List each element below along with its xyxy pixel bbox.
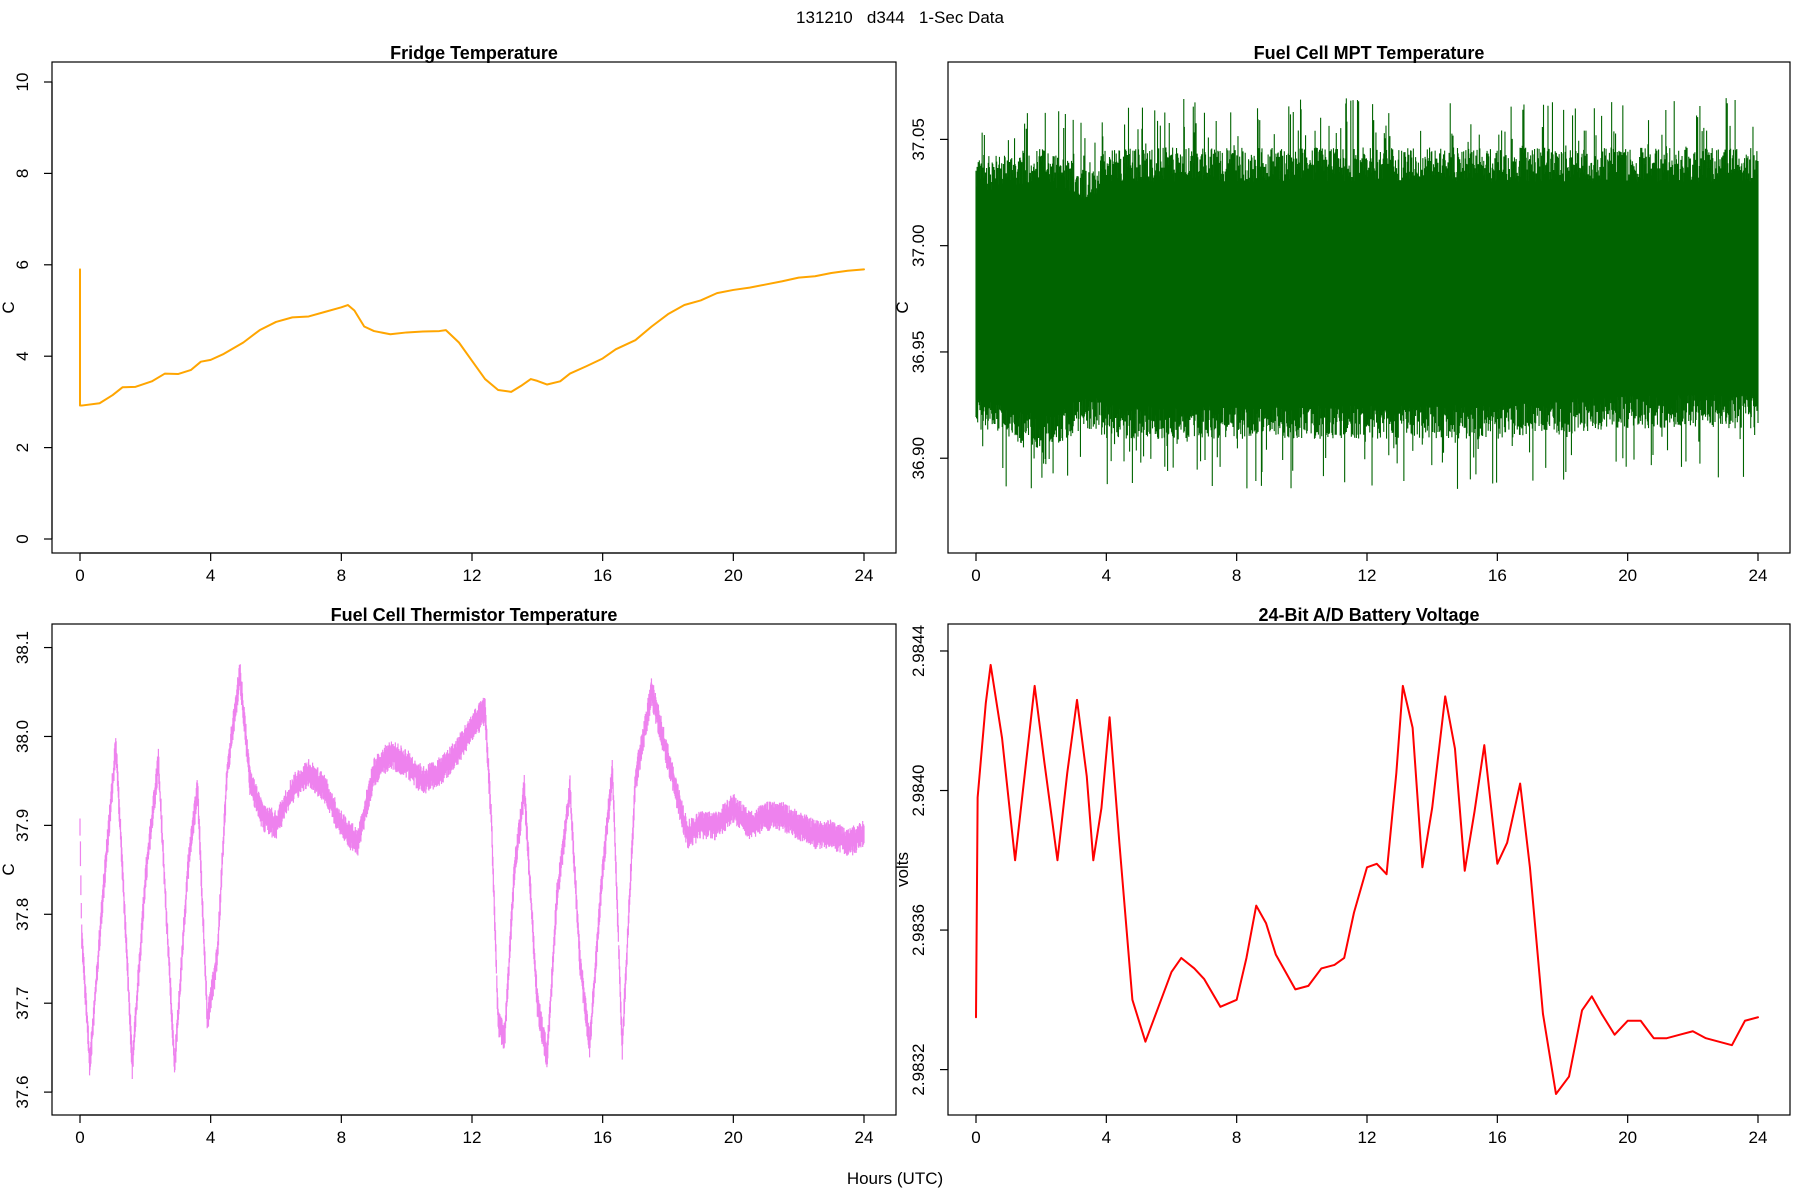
y-tick-label: 8 [13, 169, 32, 178]
y-tick-label: 38.0 [13, 720, 32, 753]
y-tick-label: 37.7 [13, 987, 32, 1020]
x-tick-label: 4 [206, 1128, 215, 1147]
x-tick-label: 12 [463, 1128, 482, 1147]
x-axis: 0 4 8 12 16 20 24 [971, 1114, 1768, 1147]
x-tick-label: 16 [593, 566, 612, 585]
series-line [975, 98, 1759, 489]
x-tick-label: 24 [1749, 566, 1768, 585]
y-tick-label: 4 [13, 351, 32, 360]
y-axis: 0 2 4 6 8 10 [13, 73, 53, 544]
data-series-mpt [975, 98, 1759, 489]
x-tick-label: 0 [971, 1128, 980, 1147]
y-tick-label: 36.90 [909, 437, 928, 480]
panel-title: Fridge Temperature [390, 43, 558, 63]
x-axis: 0 4 8 12 16 20 24 [75, 552, 874, 585]
panel-title: Fuel Cell Thermistor Temperature [331, 605, 618, 625]
panel-title: 24-Bit A/D Battery Voltage [1258, 605, 1479, 625]
y-tick-label: 37.9 [13, 809, 32, 842]
y-tick-label: 2.9840 [909, 765, 928, 817]
panel-fuel-cell-thermistor-temperature: Fuel Cell Thermistor Temperature C 0 4 8 12… [0, 605, 897, 1147]
x-tick-label: 8 [1232, 1128, 1241, 1147]
panel-title: Fuel Cell MPT Temperature [1254, 43, 1485, 63]
x-tick-label: 4 [206, 566, 215, 585]
y-axis-label: C [0, 301, 18, 313]
y-tick-label: 2.9832 [909, 1044, 928, 1096]
y-tick-label: 38.1 [13, 631, 32, 664]
data-series-thermistor [79, 664, 865, 1079]
x-tick-label: 24 [855, 566, 874, 585]
y-axis-label: C [0, 863, 18, 875]
series-line [79, 664, 865, 1079]
y-axis: 37.6 37.7 37.8 37.9 38.0 38.1 [13, 631, 53, 1109]
x-axis: 0 4 8 12 16 20 24 [971, 552, 1768, 585]
y-tick-label: 37.00 [909, 224, 928, 267]
x-tick-label: 24 [855, 1128, 874, 1147]
y-tick-label: 37.05 [909, 118, 928, 161]
x-tick-label: 0 [971, 566, 980, 585]
plot-frame [51, 61, 897, 554]
series-line [79, 268, 865, 407]
x-tick-label: 20 [724, 566, 743, 585]
x-tick-label: 4 [1102, 566, 1111, 585]
x-tick-label: 8 [1232, 566, 1241, 585]
plot-frame [947, 623, 1791, 1116]
y-axis-label: volts [893, 852, 912, 887]
x-tick-label: 12 [1358, 566, 1377, 585]
y-tick-label: 2.9844 [909, 625, 928, 677]
x-tick-label: 12 [463, 566, 482, 585]
x-tick-label: 16 [1488, 566, 1507, 585]
y-axis: 36.90 36.95 37.00 37.05 [909, 118, 949, 480]
x-tick-label: 16 [593, 1128, 612, 1147]
y-tick-label: 36.95 [909, 331, 928, 374]
y-tick-label: 2 [13, 443, 32, 452]
x-tick-label: 20 [1618, 566, 1637, 585]
plot-frame [51, 623, 897, 1116]
x-tick-label: 20 [724, 1128, 743, 1147]
x-tick-label: 20 [1618, 1128, 1637, 1147]
y-axis: 2.9832 2.9836 2.9840 2.9844 [909, 625, 949, 1096]
x-tick-label: 0 [75, 566, 84, 585]
x-tick-label: 24 [1749, 1128, 1768, 1147]
y-tick-label: 10 [13, 73, 32, 92]
panel-fuel-cell-mpt-temperature: Fuel Cell MPT Temperature C 0 4 8 12 16 20 24 … [893, 43, 1791, 585]
x-tick-label: 16 [1488, 1128, 1507, 1147]
data-series-fridge [79, 268, 865, 407]
x-tick-label: 4 [1102, 1128, 1111, 1147]
x-tick-label: 8 [337, 1128, 346, 1147]
y-tick-label: 2.9836 [909, 904, 928, 956]
series-line [975, 663, 1759, 1096]
x-tick-label: 12 [1358, 1128, 1377, 1147]
x-tick-label: 8 [337, 566, 346, 585]
figure-suptitle: 131210 d344 1-Sec Data [796, 8, 1004, 27]
y-tick-label: 37.6 [13, 1076, 32, 1109]
y-tick-label: 6 [13, 260, 32, 269]
y-tick-label: 37.8 [13, 898, 32, 931]
data-series-battery [975, 663, 1759, 1096]
x-axis: 0 4 8 12 16 20 24 [75, 1114, 874, 1147]
y-axis-label: C [893, 301, 912, 313]
x-tick-label: 0 [75, 1128, 84, 1147]
figure-xlabel: Hours (UTC) [847, 1169, 943, 1188]
panel-battery-voltage: 24-Bit A/D Battery Voltage volts 0 4 8 12 16… [893, 605, 1791, 1147]
y-tick-label: 0 [13, 534, 32, 543]
